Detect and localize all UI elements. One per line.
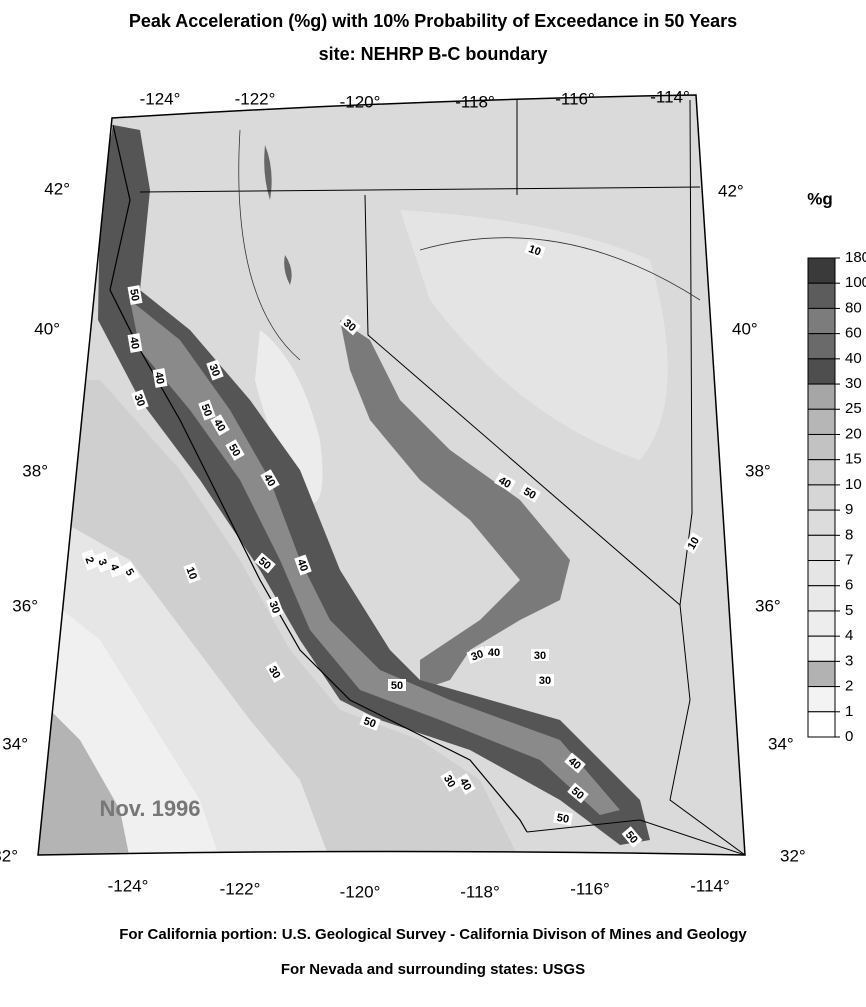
- legend-swatch: [808, 384, 835, 409]
- legend-label: 10: [845, 476, 862, 493]
- legend-swatch: [808, 611, 835, 636]
- legend-label: 8: [845, 526, 853, 543]
- legend-swatch: [808, 434, 835, 459]
- legend-swatch: [808, 460, 835, 485]
- coordinate-label: 36°: [12, 596, 38, 615]
- coordinate-label: -122°: [220, 879, 261, 898]
- contour-label-text: 30: [534, 650, 546, 662]
- coordinate-label: -120°: [340, 882, 381, 901]
- coordinate-label: -114°: [690, 876, 730, 895]
- legend-label: 7: [845, 551, 853, 568]
- legend-label: 4: [845, 627, 853, 644]
- coordinate-label: -118°: [455, 92, 495, 111]
- page: Peak Acceleration (%g) with 10% Probabil…: [0, 0, 866, 1007]
- legend-label: 9: [845, 501, 853, 518]
- legend-swatch: [808, 510, 835, 535]
- legend-label: 100: [845, 274, 866, 291]
- legend-swatch: [808, 561, 835, 586]
- coordinate-label: 34°: [768, 734, 794, 753]
- contour-label-text: 40: [152, 371, 166, 385]
- coordinate-label: -122°: [235, 89, 276, 108]
- footer-line: For Nevada and surrounding states: USGS: [281, 961, 585, 978]
- legend-swatch: [808, 535, 835, 560]
- legend-label: 2: [845, 678, 853, 695]
- contour-label: 30: [536, 674, 554, 687]
- legend-label: 20: [845, 425, 862, 442]
- contour-label-text: 50: [127, 288, 141, 302]
- coordinate-label: 40°: [34, 319, 60, 338]
- legend-swatch: [808, 308, 835, 333]
- legend-swatch: [808, 334, 835, 359]
- contour-label: 30: [531, 649, 549, 662]
- coordinate-label: -124°: [108, 876, 149, 895]
- contour-label: 50: [388, 679, 406, 692]
- map-body: [0, 80, 800, 880]
- legend-label: 15: [845, 451, 862, 468]
- contour-label-text: 50: [556, 812, 570, 826]
- legend-label: 60: [845, 325, 862, 342]
- legend-label: 40: [845, 350, 862, 367]
- coordinate-label: 38°: [22, 461, 48, 480]
- coordinate-label: -114°: [650, 87, 690, 106]
- title: Peak Acceleration (%g) with 10% Probabil…: [129, 11, 737, 31]
- legend-swatch: [808, 283, 835, 308]
- coordinate-label: 36°: [755, 596, 781, 615]
- legend-swatch: [808, 712, 835, 737]
- legend-swatch: [808, 359, 835, 384]
- legend-swatch: [808, 258, 835, 283]
- coordinate-label: -118°: [460, 882, 500, 901]
- legend-swatch: [808, 409, 835, 434]
- footer-line: For California portion: U.S. Geological …: [119, 926, 747, 943]
- contour-label-text: 30: [539, 675, 551, 687]
- legend-swatch: [808, 661, 835, 686]
- coordinate-label: 32°: [780, 846, 806, 865]
- contour-label: 40: [485, 646, 503, 659]
- legend-swatch: [808, 636, 835, 661]
- coordinate-label: 42°: [718, 181, 744, 200]
- coordinate-label: -120°: [340, 92, 381, 111]
- legend-label: 5: [845, 602, 853, 619]
- legend-label: 80: [845, 299, 862, 316]
- legend-swatch: [808, 687, 835, 712]
- date-label: Nov. 1996: [99, 796, 200, 821]
- coordinate-label: 42°: [44, 179, 70, 198]
- coordinate-label: 34°: [2, 734, 28, 753]
- contour-label-text: 40: [488, 647, 500, 659]
- coordinate-label: -116°: [570, 879, 610, 898]
- contour-label-text: 40: [127, 336, 141, 350]
- legend-label: 30: [845, 375, 862, 392]
- legend-swatch: [808, 485, 835, 510]
- legend-label: 180: [845, 249, 866, 266]
- subtitle: site: NEHRP B-C boundary: [319, 44, 548, 64]
- legend-swatch: [808, 586, 835, 611]
- coordinate-label: 38°: [745, 461, 771, 480]
- coordinate-label: 40°: [732, 319, 758, 338]
- legend-title: %g: [807, 189, 833, 208]
- coordinate-label: -116°: [555, 89, 595, 108]
- legend-label: 3: [845, 652, 853, 669]
- coordinate-label: 32°: [0, 846, 18, 865]
- contour-label-text: 50: [391, 680, 403, 692]
- legend-label: 0: [845, 728, 853, 745]
- legend-label: 1: [845, 703, 853, 720]
- legend-label: 25: [845, 400, 862, 417]
- coordinate-label: -124°: [140, 89, 181, 108]
- legend-label: 6: [845, 577, 853, 594]
